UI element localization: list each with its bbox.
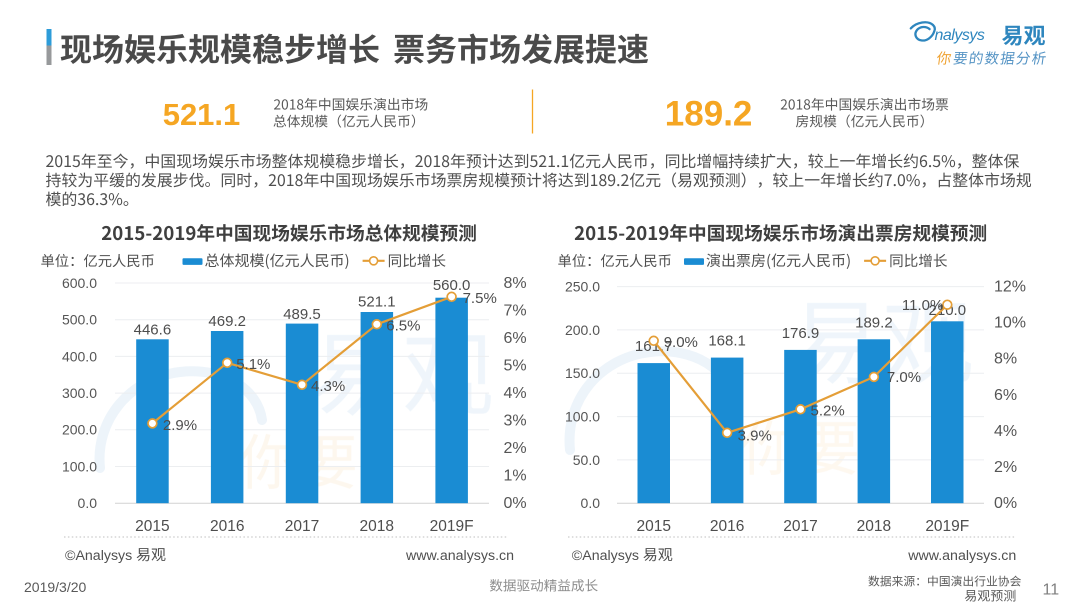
svg-text:2019F: 2019F: [430, 518, 474, 535]
svg-text:446.6: 446.6: [134, 321, 172, 338]
svg-text:521.1: 521.1: [358, 294, 396, 311]
svg-text:2.9%: 2.9%: [163, 417, 197, 434]
svg-text:521.1: 521.1: [163, 97, 241, 132]
svg-text:400.0: 400.0: [62, 348, 97, 364]
svg-text:560.0: 560.0: [433, 277, 471, 294]
svg-text:176.9: 176.9: [782, 325, 820, 342]
svg-text:©Analysys: ©Analysys: [572, 548, 639, 564]
svg-text:5.1%: 5.1%: [236, 356, 270, 373]
svg-text:1%: 1%: [504, 468, 527, 485]
svg-text:5.2%: 5.2%: [811, 403, 845, 420]
svg-text:189.2: 189.2: [855, 314, 893, 331]
svg-text:168.1: 168.1: [708, 333, 746, 350]
svg-text:7.0%: 7.0%: [887, 369, 921, 386]
svg-text:250.0: 250.0: [565, 279, 600, 295]
svg-text:2015: 2015: [135, 518, 169, 535]
svg-text:100.0: 100.0: [62, 458, 97, 474]
svg-text:0.0: 0.0: [581, 495, 601, 511]
svg-text:2018: 2018: [360, 518, 394, 535]
svg-text:©Analysys: ©Analysys: [65, 548, 132, 564]
svg-text:469.2: 469.2: [208, 313, 246, 330]
svg-text:189.2: 189.2: [665, 95, 753, 134]
svg-text:50.0: 50.0: [573, 452, 600, 468]
svg-text:2017: 2017: [783, 518, 817, 535]
svg-text:2015: 2015: [636, 518, 670, 535]
svg-text:200.0: 200.0: [565, 322, 600, 338]
svg-text:2019/3/20: 2019/3/20: [24, 579, 86, 595]
svg-text:5%: 5%: [504, 358, 527, 375]
svg-text:11.0%: 11.0%: [902, 297, 943, 314]
svg-text:100.0: 100.0: [565, 409, 600, 425]
svg-text:0%: 0%: [994, 495, 1017, 512]
svg-text:7.5%: 7.5%: [463, 290, 497, 307]
svg-text:2017: 2017: [285, 518, 319, 535]
svg-text:200.0: 200.0: [62, 422, 97, 438]
svg-text:10%: 10%: [994, 315, 1026, 332]
svg-text:6%: 6%: [994, 387, 1017, 404]
svg-text:2%: 2%: [504, 440, 527, 457]
svg-text:www.analysys.cn: www.analysys.cn: [907, 548, 1016, 564]
svg-text:9.0%: 9.0%: [664, 334, 698, 351]
svg-text:2%: 2%: [994, 459, 1017, 476]
svg-text:3.9%: 3.9%: [738, 427, 772, 444]
svg-text:150.0: 150.0: [565, 365, 600, 381]
svg-text:4%: 4%: [994, 423, 1017, 440]
svg-text:nalysys: nalysys: [935, 27, 985, 44]
svg-text:2018: 2018: [857, 518, 891, 535]
svg-text:2016: 2016: [710, 518, 744, 535]
svg-text:4%: 4%: [504, 385, 527, 402]
svg-text:489.5: 489.5: [283, 306, 321, 323]
svg-text:4.3%: 4.3%: [311, 378, 345, 395]
svg-text:0.0: 0.0: [78, 495, 98, 511]
svg-text:www.analysys.cn: www.analysys.cn: [405, 548, 514, 564]
svg-text:8%: 8%: [504, 275, 527, 292]
svg-text:6.5%: 6.5%: [386, 317, 420, 334]
svg-text:2016: 2016: [210, 518, 244, 535]
svg-text:0%: 0%: [504, 495, 527, 512]
svg-text:500.0: 500.0: [62, 312, 97, 328]
svg-text:3%: 3%: [504, 413, 527, 430]
svg-text:8%: 8%: [994, 351, 1017, 368]
svg-text:6%: 6%: [504, 330, 527, 347]
svg-text:11: 11: [1043, 582, 1060, 599]
svg-text:7%: 7%: [504, 302, 527, 319]
svg-text:300.0: 300.0: [62, 385, 97, 401]
svg-text:2019F: 2019F: [925, 518, 969, 535]
svg-text:12%: 12%: [994, 279, 1026, 296]
svg-text:600.0: 600.0: [62, 275, 97, 291]
